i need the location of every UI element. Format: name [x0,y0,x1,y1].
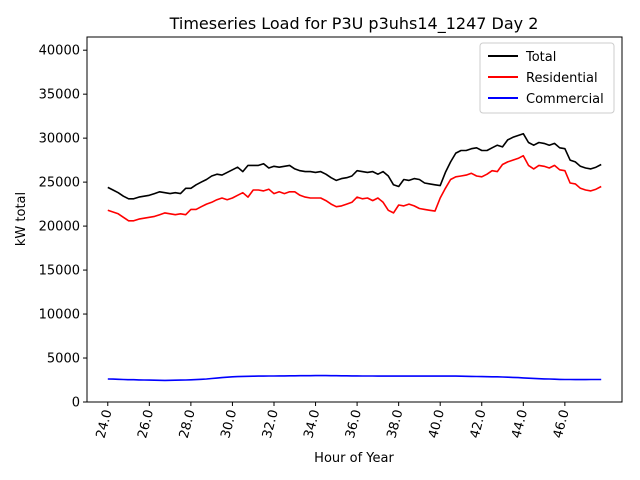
legend-label-residential: Residential [526,71,598,86]
y-axis-label: kW total [14,192,29,246]
y-tick-label: 25000 [39,176,80,191]
x-tick-label: 30.0 [218,408,240,440]
x-tick-label: 36.0 [343,408,365,440]
y-tick-label: 20000 [39,220,80,235]
y-tick-label: 15000 [39,264,80,279]
legend-frame [479,42,615,114]
legend-label-total: Total [525,50,556,65]
chart-title: Timeseries Load for P3U p3uhs14_1247 Day… [169,14,539,34]
x-tick-label: 32.0 [260,408,282,440]
y-tick-label: 35000 [39,88,80,103]
x-tick-label: 34.0 [301,408,323,440]
y-tick-label: 5000 [47,352,80,367]
x-tick-label: 44.0 [509,408,531,440]
x-tick-label: 24.0 [94,408,116,440]
plot-frame [86,36,623,403]
y-tick-label: 0 [72,396,80,411]
x-tick-label: 38.0 [385,408,407,440]
legend-label-commercial: Commercial [526,92,604,107]
legend: Total Residential Commercial [479,42,615,114]
x-tick-label: 26.0 [135,408,157,440]
y-tick-label: 40000 [39,44,80,59]
x-tick-label: 40.0 [426,408,448,440]
x-tick-label: 46.0 [551,408,573,440]
series-line-residential [107,154,602,222]
x-axis-label: Hour of Year [314,451,394,466]
x-tick-label: 42.0 [468,408,490,440]
series-line-commercial [107,374,602,382]
y-tick-label: 10000 [39,308,80,323]
series-line-total [107,132,602,200]
y-tick-label: 30000 [39,132,80,147]
x-tick-label: 28.0 [177,408,199,440]
